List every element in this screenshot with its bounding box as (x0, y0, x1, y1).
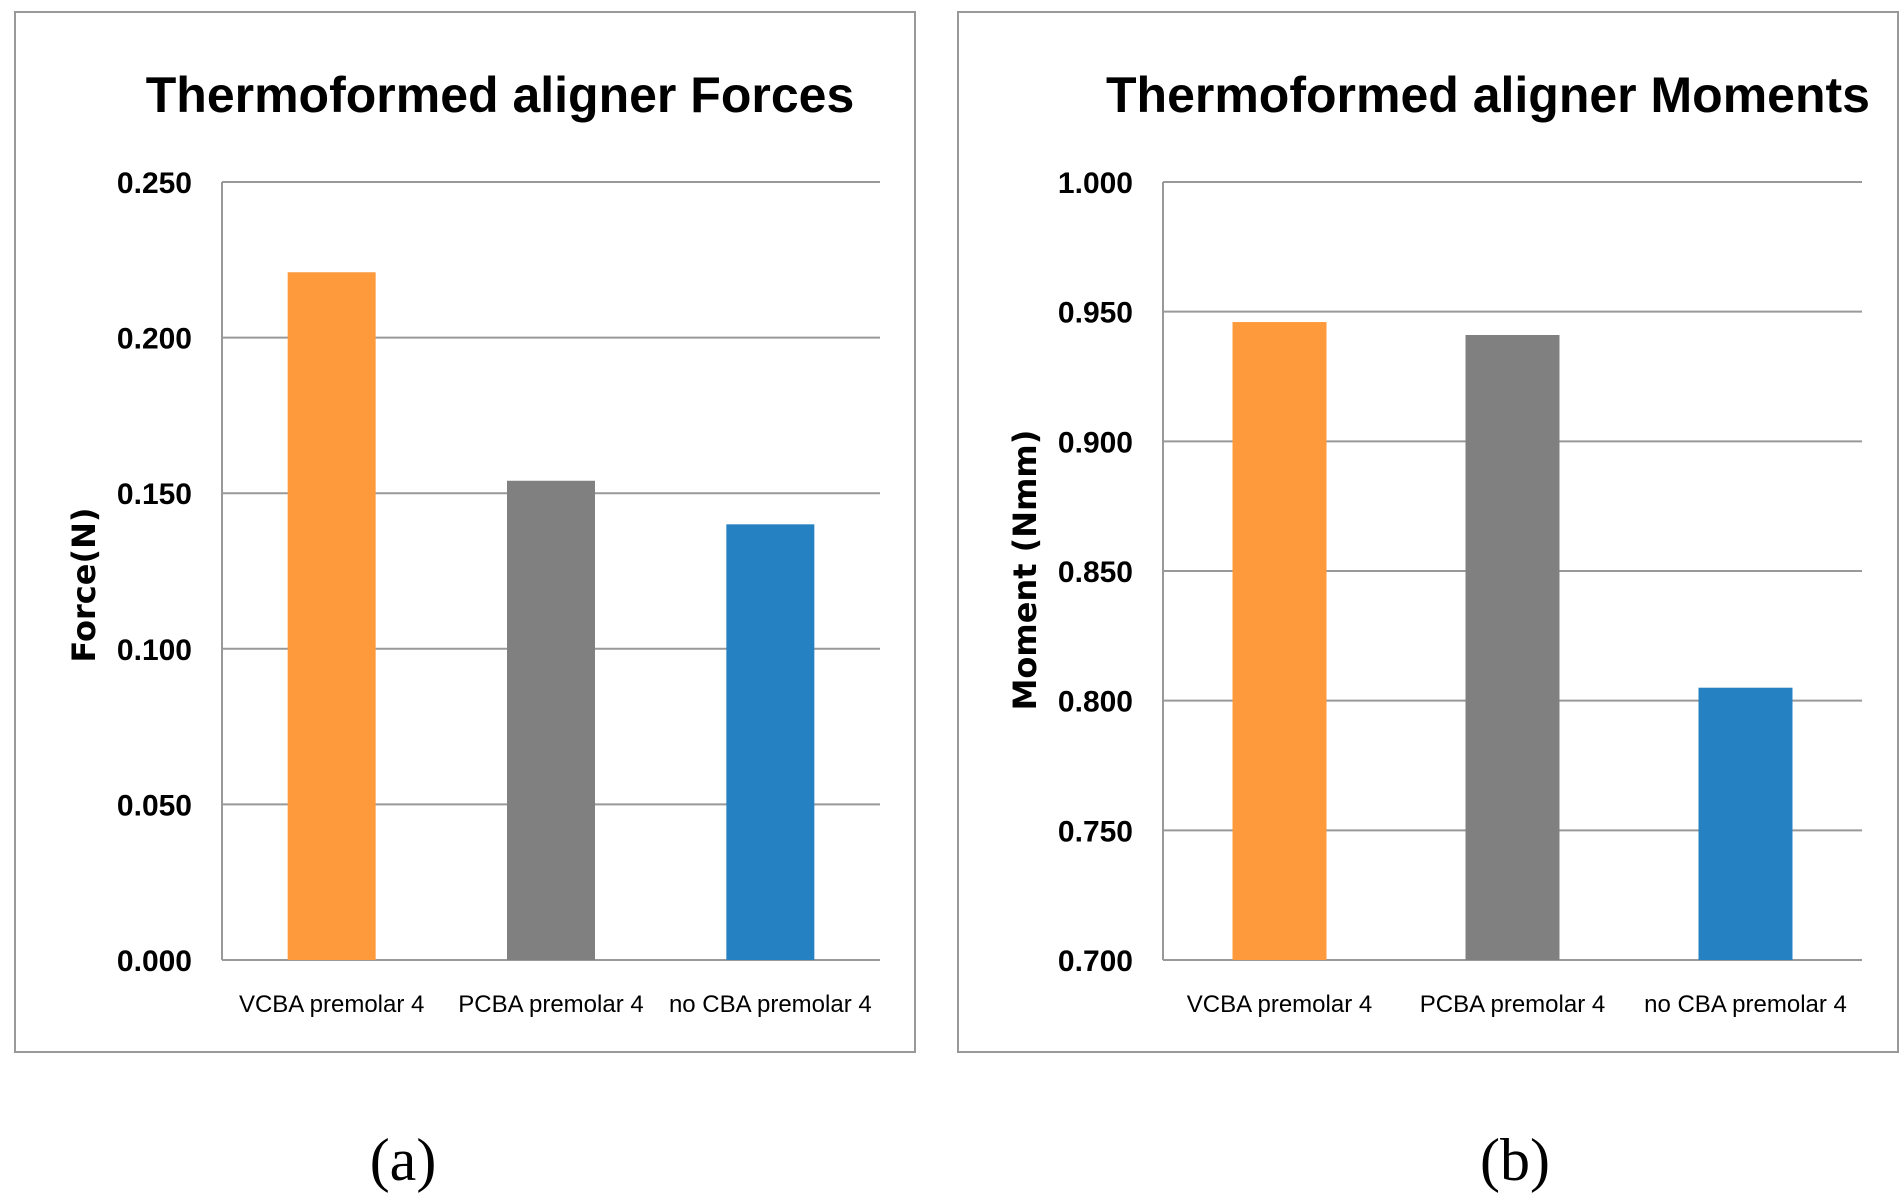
x-tick-label-forces-vcba: VCBA premolar 4 (239, 991, 424, 1018)
x-tick-label-moments-pcba: PCBA premolar 4 (1420, 991, 1605, 1018)
y-tick-label-moments-1: 0.750 (1058, 815, 1133, 848)
y-tick-label-forces-5: 0.250 (117, 167, 192, 200)
y-tick-labels-forces: 0.000 0.050 0.100 0.150 0.200 0.250 (117, 167, 192, 978)
y-tick-label-moments-3: 0.850 (1058, 556, 1133, 589)
y-tick-label-forces-4: 0.200 (117, 323, 192, 356)
y-tick-label-moments-4: 0.900 (1058, 426, 1133, 459)
chart-title-forces: Thermoformed aligner Forces (146, 67, 855, 123)
y-tick-label-moments-6: 1.000 (1058, 167, 1133, 200)
x-tick-label-forces-no-cba: no CBA premolar 4 (669, 991, 872, 1018)
y-tick-label-moments-5: 0.950 (1058, 297, 1133, 330)
bar-moments-no-cba (1698, 687, 1793, 960)
bar-moments-vcba (1232, 322, 1327, 960)
x-tick-labels-moments: VCBA premolar 4 PCBA premolar 4 no CBA pre… (1187, 991, 1847, 1018)
panel-label-b: (b) (1480, 1127, 1550, 1193)
bar-moments-pcba (1465, 335, 1560, 960)
bars-moments (1232, 322, 1793, 960)
x-tick-label-moments-vcba: VCBA premolar 4 (1187, 991, 1372, 1018)
chart-panel-moments: Thermoformed aligner Moments Moment (Nmm… (957, 11, 1899, 1053)
y-tick-label-forces-3: 0.150 (117, 478, 192, 511)
panel-label-a: (a) (370, 1127, 437, 1193)
y-tick-label-moments-2: 0.800 (1058, 686, 1133, 719)
x-tick-label-moments-no-cba: no CBA premolar 4 (1644, 991, 1847, 1018)
chart-title-moments: Thermoformed aligner Moments (1106, 67, 1870, 123)
y-tick-label-forces-2: 0.100 (117, 634, 192, 667)
y-axis-label-forces: Force(N) (65, 507, 103, 662)
x-tick-labels-forces: VCBA premolar 4 PCBA premolar 4 no CBA pre… (239, 991, 872, 1018)
y-tick-labels-moments: 0.700 0.750 0.800 0.850 0.900 0.950 1.000 (1058, 167, 1133, 978)
y-tick-label-moments-0: 0.700 (1058, 945, 1133, 978)
y-tick-label-forces-1: 0.050 (117, 789, 192, 822)
bars-forces (287, 272, 815, 960)
bar-forces-pcba (507, 480, 595, 960)
bar-forces-vcba (287, 272, 376, 960)
chart-panel-forces: Thermoformed aligner Forces Force(N) 0.0… (14, 11, 916, 1053)
y-tick-label-forces-0: 0.000 (117, 945, 192, 978)
y-axis-label-moments: Moment (Nmm) (1006, 430, 1044, 711)
bar-forces-no-cba (726, 524, 815, 960)
x-tick-label-forces-pcba: PCBA premolar 4 (458, 991, 643, 1018)
